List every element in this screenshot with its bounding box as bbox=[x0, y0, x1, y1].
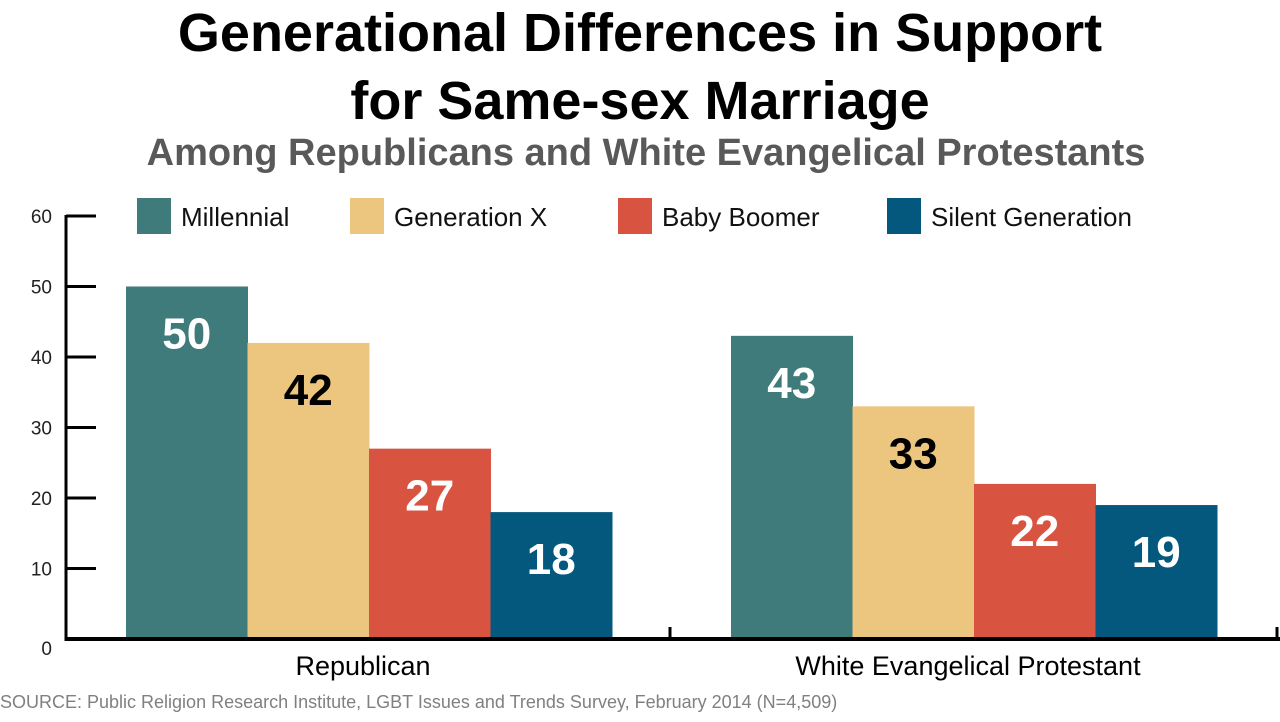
bar-baby-boomer bbox=[369, 448, 491, 639]
chart-subtitle: Among Republicans and White Evangelical … bbox=[146, 132, 1146, 174]
x-category-label: Republican bbox=[295, 651, 430, 681]
chart-title-line-1: Generational Differences in Support bbox=[177, 3, 1103, 63]
x-category-label: White Evangelical Protestant bbox=[795, 651, 1141, 681]
y-tick-label: 30 bbox=[31, 419, 52, 440]
bar-value-label: 50 bbox=[162, 310, 211, 359]
bar-value-label: 19 bbox=[1132, 528, 1181, 577]
legend-swatch-millennial bbox=[137, 198, 171, 234]
bar-baby-boomer bbox=[974, 483, 1096, 639]
legend-label: Generation X bbox=[394, 202, 547, 232]
y-tick-label: 10 bbox=[31, 560, 52, 581]
legend-label: Baby Boomer bbox=[662, 202, 820, 232]
legend-swatch-baby-boomer bbox=[618, 198, 652, 234]
y-tick-label: 20 bbox=[31, 489, 52, 510]
bar-value-label: 43 bbox=[767, 359, 816, 408]
y-tick-label: 0 bbox=[41, 639, 52, 660]
y-tick-label: 40 bbox=[31, 348, 52, 369]
chart-title-line-2: for Same-sex Marriage bbox=[350, 71, 930, 131]
bar-value-label: 42 bbox=[284, 366, 333, 415]
bar-value-label: 18 bbox=[527, 535, 576, 584]
bar-value-label: 22 bbox=[1010, 507, 1059, 556]
legend-label: Millennial bbox=[181, 202, 289, 232]
source-note: SOURCE: Public Religion Research Institu… bbox=[0, 692, 838, 712]
bar-value-label: 27 bbox=[405, 472, 454, 521]
bar-silent-generation bbox=[1095, 505, 1218, 639]
bar-silent-generation bbox=[490, 512, 613, 639]
bar-millennial bbox=[731, 335, 853, 639]
bar-value-label: 33 bbox=[889, 429, 938, 478]
legend-swatch-silent-generation bbox=[887, 198, 921, 234]
legend-swatch-generation-x bbox=[350, 198, 384, 234]
bar-generation-x bbox=[852, 406, 975, 639]
y-tick-label: 60 bbox=[31, 207, 52, 228]
bar-generation-x bbox=[247, 342, 370, 639]
bar-millennial bbox=[126, 286, 248, 639]
y-tick-label: 50 bbox=[31, 278, 52, 299]
legend-label: Silent Generation bbox=[931, 202, 1132, 232]
